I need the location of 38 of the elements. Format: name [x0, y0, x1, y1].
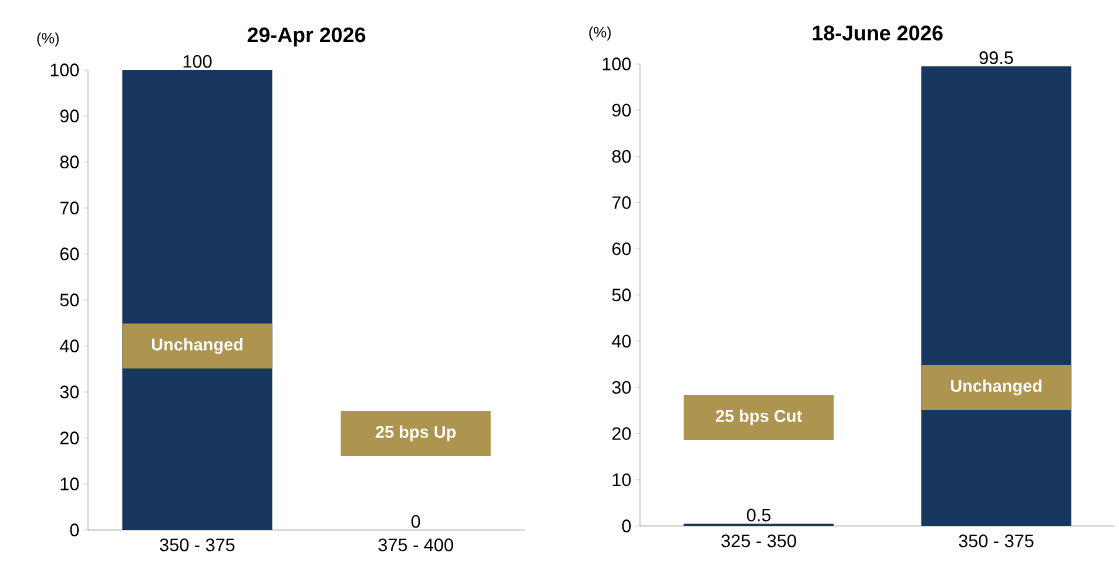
- y-tick-label: 40: [59, 339, 79, 353]
- y-tick-label: 60: [612, 242, 631, 256]
- y-tick-label: 0: [622, 519, 631, 533]
- y-tick-label: 10: [612, 473, 631, 487]
- y-axis-title: (%): [589, 26, 611, 41]
- data-label: 0: [411, 515, 421, 528]
- y-tick-label: 50: [612, 288, 631, 302]
- y-tick-label: 30: [612, 381, 631, 394]
- y-tick-label: 80: [60, 155, 79, 169]
- y-tick-label: 20: [612, 427, 631, 440]
- data-label: 0.5: [746, 508, 771, 522]
- x-tick-label: 350 - 375: [958, 534, 1034, 548]
- x-tick-label: 350 - 375: [159, 538, 235, 552]
- y-tick-label: 30: [60, 385, 79, 399]
- y-tick-label: 20: [60, 431, 79, 445]
- y-tick-label: 70: [612, 196, 631, 209]
- data-label: 100: [183, 55, 212, 68]
- y-tick-label: 70: [60, 201, 79, 215]
- y-tick-label: 90: [60, 109, 79, 123]
- x-tick-label: 325 - 350: [721, 534, 797, 548]
- y-axis-title: (%): [37, 32, 59, 47]
- chart-title: 18-June 2026: [812, 25, 943, 41]
- y-tick-label: 100: [602, 57, 631, 71]
- chart-title: 29-Apr 2026: [247, 27, 366, 47]
- y-tick-label: 60: [60, 247, 79, 261]
- y-tick-label: 50: [60, 293, 79, 307]
- y-tick-label: 100: [50, 63, 79, 77]
- y-tick-label: 90: [612, 103, 631, 117]
- annotation: 25 bps Cut: [715, 409, 802, 426]
- x-tick-label: 375 - 400: [378, 538, 454, 552]
- annotation: Unchanged: [152, 338, 243, 354]
- annotation: 25 bps Up: [375, 425, 456, 442]
- data-label: 99.5: [979, 51, 1014, 65]
- y-tick-label: 0: [70, 523, 79, 537]
- y-tick-label: 80: [612, 150, 631, 163]
- y-tick-label: 40: [611, 334, 631, 348]
- annotation: Unchanged: [950, 379, 1042, 396]
- y-tick-label: 10: [60, 477, 79, 491]
